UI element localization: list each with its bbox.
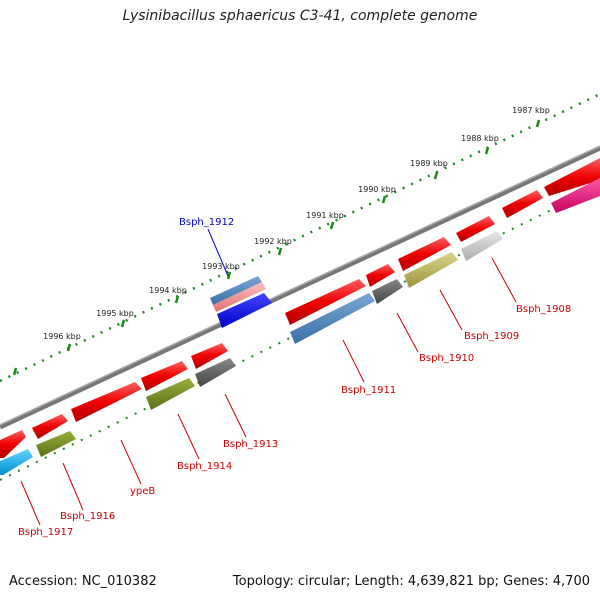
gene-fwd-2 xyxy=(32,414,68,439)
topology-text: Topology: circular; Length: 4,639,821 bp… xyxy=(232,574,590,589)
tick-label-1989: 1989 kbp xyxy=(410,159,448,168)
tick-label-1993: 1993 kbp xyxy=(202,262,240,271)
gene-fwd-11 xyxy=(544,158,600,196)
gene-label-bsph-1910: Bsph_1910 xyxy=(419,353,474,364)
gene-steel-1911 xyxy=(290,293,375,344)
tick-label-1990: 1990 kbp xyxy=(358,185,396,194)
gene-1912-blue xyxy=(217,293,272,328)
gene-fwd-6 xyxy=(285,279,366,325)
gene-label-bsph-1911: Bsph_1911 xyxy=(341,385,396,396)
gene-gray-1910 xyxy=(372,279,403,304)
tick-label-1988: 1988 kbp xyxy=(461,134,499,143)
gene-fwd-5 xyxy=(191,343,228,369)
gene-fwd-7 xyxy=(366,264,395,287)
tick-label-1987: 1987 kbp xyxy=(512,106,550,115)
gene-label-bsph-1917: Bsph_1917 xyxy=(18,527,73,538)
gene-fwd-4 xyxy=(141,361,188,391)
tick-label-1992: 1992 kbp xyxy=(254,237,292,246)
gene-1912-pink xyxy=(213,282,266,312)
gene-1912-steel xyxy=(210,276,262,305)
label-leaders xyxy=(20,228,517,526)
gene-labels: Bsph_1912 Bsph_1908 Bsph_1909 Bsph_1910 … xyxy=(18,217,571,538)
inner-track xyxy=(0,185,600,481)
gene-olive-1916 xyxy=(36,431,76,457)
gene-label-bsph-1913: Bsph_1913 xyxy=(223,439,278,450)
gene-silver-1908 xyxy=(461,231,503,261)
genome-backbone xyxy=(0,145,600,430)
gene-label-bsph-1916: Bsph_1916 xyxy=(60,511,115,522)
gene-fwd-8 xyxy=(398,237,451,271)
gene-fwd-3 xyxy=(71,382,142,422)
tick-label-1994: 1994 kbp xyxy=(149,286,187,295)
gene-magenta xyxy=(551,178,600,213)
gene-label-bsph-1908: Bsph_1908 xyxy=(516,304,571,315)
tick-label-1991: 1991 kbp xyxy=(306,211,344,220)
gene-cyan xyxy=(0,449,33,475)
gene-olive-1914 xyxy=(146,378,195,410)
ruler-tick-labels: 1987 kbp 1988 kbp 1989 kbp 1990 kbp 1991… xyxy=(43,106,550,341)
tick-label-1995: 1995 kbp xyxy=(96,309,134,318)
tick-label-1996: 1996 kbp xyxy=(43,332,81,341)
gene-label-bsph-1909: Bsph_1909 xyxy=(464,331,519,342)
gene-gray-1913 xyxy=(195,358,236,387)
ruler-major-ticks xyxy=(12,119,541,376)
gene-khaki-1909 xyxy=(404,252,458,288)
gene-fwd-9 xyxy=(456,216,495,242)
gene-fwd-1 xyxy=(0,430,26,458)
gene-label-bsph-1914: Bsph_1914 xyxy=(177,461,232,472)
accession-text: Accession: NC_010382 xyxy=(9,574,157,589)
gene-label-bsph-1912: Bsph_1912 xyxy=(179,217,234,228)
map-title: Lysinibacillus sphaericus C3-41, complet… xyxy=(122,8,478,24)
gene-label-ypeb: ypeB xyxy=(130,486,155,497)
gene-stack-1912 xyxy=(210,276,272,328)
gene-fwd-10 xyxy=(502,190,543,218)
forward-genes xyxy=(0,158,600,458)
colored-genes xyxy=(0,178,600,475)
